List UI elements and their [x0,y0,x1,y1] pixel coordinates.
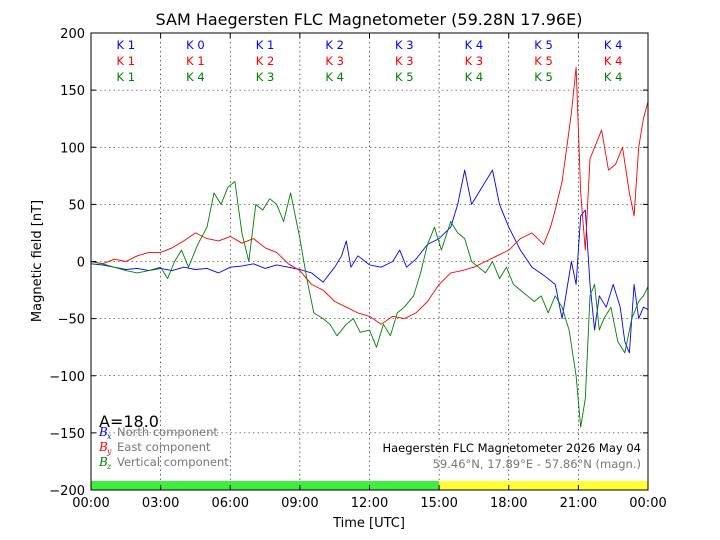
daylight-bar-segment [439,481,648,490]
y-tick-label: −100 [49,370,85,385]
chart-title: SAM Haegersten FLC Magnetometer (59.28N … [156,10,583,29]
legend-subscript-bx: x [107,432,112,441]
grid [91,33,648,490]
legend-label-bx: North component [117,425,218,439]
k-index-bz: K 3 [256,70,275,84]
axis-ticks: 00:00 03:00 06:00 09:00 12:00 15:00 18:00 21:00… [49,27,666,511]
legend-symbol-bz: B [98,455,108,469]
y-tick-label: 0 [77,256,85,271]
x-tick-label: 12:00 [351,496,388,511]
legend-subscript-by: y [106,447,112,456]
y-tick-label: −200 [49,484,85,499]
x-axis-label: Time [UTC] [332,516,405,531]
legend-label-by: East component [117,440,211,454]
x-tick-label: 09:00 [281,496,318,511]
x-tick-label: 06:00 [212,496,249,511]
y-tick-label: 50 [68,198,85,213]
k-index-bz: K 5 [395,70,414,84]
a-index-label: A=18.0 [99,412,159,431]
legend-symbol-bx: B [98,425,108,439]
k-index-by: K 3 [325,54,344,68]
k-index-bz: K 4 [186,70,205,84]
k-index-bx: K 3 [395,38,414,52]
k-index-bx: K 2 [325,38,344,52]
y-tick-label: 150 [60,84,85,99]
daylight-bar [91,481,648,490]
y-axis-label: Magnetic field [nT] [30,200,45,322]
k-index-by: K 1 [117,54,136,68]
k-index-by: K 5 [534,54,553,68]
k-index-bx: K 4 [604,38,623,52]
series-line-bz [90,181,649,428]
k-index-by: K 1 [186,54,205,68]
k-index-bz: K 4 [325,70,344,84]
k-index-bz: K 4 [465,70,484,84]
k-index-by: K 4 [604,54,623,68]
series-line-bx [90,169,649,354]
x-tick-label: 03:00 [142,496,179,511]
y-tick-label: −150 [49,427,85,442]
x-tick-label: 00:00 [629,496,666,511]
k-index-bx: K 5 [534,38,553,52]
k-index-by: K 3 [465,54,484,68]
k-index-bx: K 1 [256,38,275,52]
x-tick-label: 15:00 [420,496,457,511]
legend-symbol-by: B [98,440,108,454]
y-tick-label: 100 [60,141,85,156]
series-line-by [90,66,649,325]
k-index-by: K 3 [395,54,414,68]
x-tick-label: 18:00 [490,496,527,511]
k-index-bz: K 1 [117,70,136,84]
k-index-bx: K 0 [186,38,205,52]
y-tick-label: −50 [58,313,85,328]
info-line-1: Haegersten FLC Magnetometer 2026 May 04 [382,441,641,455]
k-index-table: K 1 K 0 K 1 K 2 K 3 K 4 K 5 K 4 K 1 K 1 K 2 K 3 K 3 K… [117,38,623,84]
series-lines [90,66,649,428]
k-index-bx: K 4 [465,38,484,52]
legend-label-bz: Vertical component [117,455,229,469]
daylight-bar-segment [91,481,440,490]
k-index-bz: K 4 [604,70,623,84]
k-index-by: K 2 [256,54,275,68]
k-index-bz: K 5 [534,70,553,84]
y-tick-label: 200 [60,27,85,42]
x-tick-label: 00:00 [72,496,109,511]
x-tick-label: 21:00 [560,496,597,511]
k-index-bx: K 1 [117,38,136,52]
legend-subscript-bz: z [106,462,112,471]
info-line-2: 59.46°N, 17.89°E - 57.86°N (magn.) [433,457,641,471]
